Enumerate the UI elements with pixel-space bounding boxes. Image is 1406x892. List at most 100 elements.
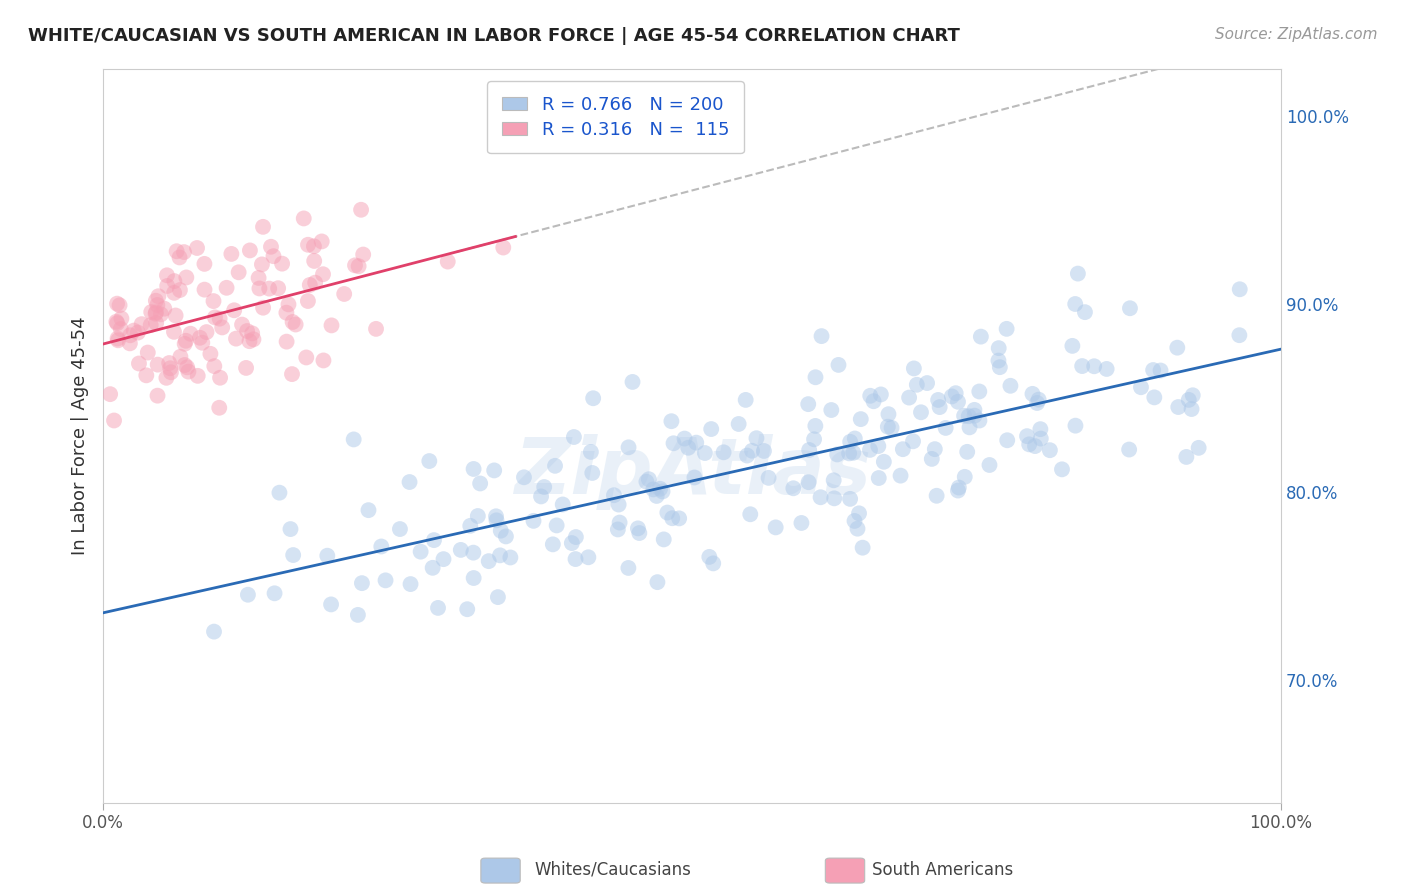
Point (803, 432, 825, 446)
Point (948, 481, 970, 495)
Point (693, 446, 716, 460)
Point (297, 293, 319, 308)
Point (173, 336, 195, 351)
Point (302, 239, 325, 253)
Point (1074, 305, 1097, 319)
Point (145, 316, 167, 330)
Point (1143, 390, 1166, 404)
Point (250, 257, 273, 271)
Point (891, 442, 914, 457)
Point (963, 403, 986, 417)
Point (208, 311, 231, 326)
Point (257, 282, 280, 296)
Point (825, 447, 848, 461)
Point (1175, 450, 1198, 464)
Point (868, 471, 890, 485)
Point (827, 358, 849, 372)
Point (713, 445, 735, 459)
Point (1021, 387, 1043, 401)
Point (823, 491, 845, 506)
Point (173, 358, 195, 372)
Point (876, 419, 898, 434)
Point (319, 598, 342, 612)
Text: ZipAtlas: ZipAtlas (513, 434, 870, 510)
Point (163, 325, 186, 339)
Point (533, 480, 555, 494)
Point (157, 356, 180, 370)
Point (609, 516, 631, 530)
Point (797, 475, 820, 490)
Point (1050, 462, 1073, 476)
Point (499, 550, 522, 565)
Point (350, 202, 373, 217)
Point (617, 440, 640, 454)
Point (617, 561, 640, 575)
Point (344, 258, 367, 272)
Point (925, 489, 948, 503)
Point (156, 268, 179, 283)
Point (1064, 418, 1087, 433)
Point (678, 441, 700, 455)
Point (910, 405, 932, 419)
Point (333, 287, 356, 301)
Point (193, 257, 215, 271)
Point (740, 508, 762, 522)
Point (551, 498, 574, 512)
Point (727, 417, 749, 431)
Point (810, 490, 832, 504)
Point (456, 602, 478, 616)
Point (921, 451, 943, 466)
Point (905, 377, 928, 392)
Point (1095, 362, 1118, 376)
Point (370, 540, 392, 554)
Point (155, 371, 177, 385)
Point (1000, 379, 1022, 393)
Point (427, 601, 450, 615)
Point (636, 475, 658, 489)
Point (302, 254, 325, 268)
Point (98, 387, 121, 401)
Point (562, 430, 585, 444)
Point (247, 271, 270, 285)
Point (458, 518, 481, 533)
Point (810, 329, 832, 343)
Point (202, 359, 225, 373)
Point (844, 432, 866, 446)
Point (200, 347, 222, 361)
Point (946, 394, 969, 409)
Point (953, 470, 976, 484)
Point (105, 296, 128, 310)
Point (820, 403, 842, 417)
Point (122, 324, 145, 338)
Point (357, 503, 380, 517)
Point (838, 446, 860, 460)
Point (295, 351, 318, 365)
Point (1118, 442, 1140, 457)
Point (450, 542, 472, 557)
Point (179, 326, 201, 341)
Point (870, 387, 893, 401)
Point (645, 489, 668, 503)
Point (252, 301, 274, 315)
Point (1083, 359, 1105, 374)
Point (852, 541, 875, 555)
Point (186, 241, 208, 255)
Text: South Americans: South Americans (872, 861, 1012, 879)
Point (145, 293, 167, 308)
Point (374, 574, 396, 588)
Point (169, 350, 191, 364)
Point (470, 476, 492, 491)
Point (312, 267, 335, 281)
Point (1071, 359, 1094, 373)
Point (236, 324, 259, 338)
Point (647, 575, 669, 590)
Point (292, 211, 315, 226)
Text: Whites/Caucasians: Whites/Caucasians (534, 861, 692, 879)
Point (546, 518, 568, 533)
Point (924, 442, 946, 457)
Point (637, 472, 659, 486)
Point (935, 421, 957, 435)
Point (683, 470, 706, 484)
Point (1177, 392, 1199, 407)
Point (576, 550, 599, 565)
